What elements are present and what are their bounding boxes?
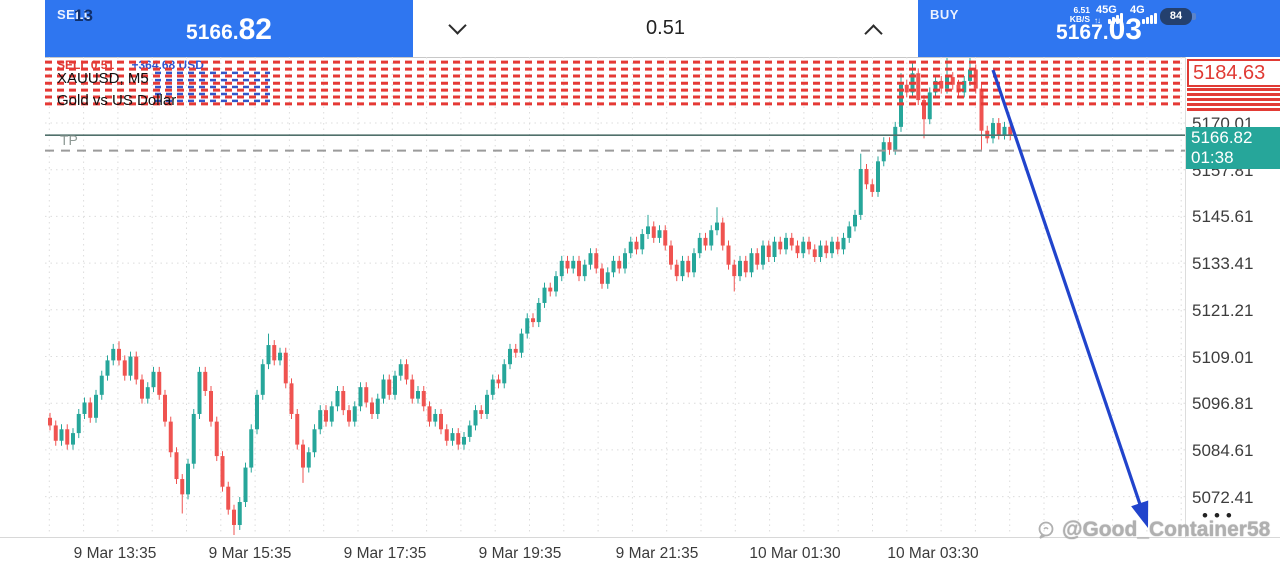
watermark-handle: @Good_Container58: [1062, 518, 1271, 541]
volume-increase-button[interactable]: [864, 22, 883, 43]
battery-icon: 84: [1160, 8, 1196, 25]
price-axis-label: 5145.61: [1192, 207, 1254, 227]
sell-price-main: 5166.: [186, 21, 239, 44]
time-axis: 9 Mar 13:35 9 Mar 15:35 9 Mar 17:35 9 Mar 1…: [0, 537, 1280, 567]
price-axis-label: 5096.81: [1192, 394, 1254, 414]
buy-price: 5167. 03: [918, 13, 1280, 47]
network-type-1: 45G: [1096, 4, 1117, 16]
price-chart[interactable]: [45, 57, 1185, 537]
more-options-button[interactable]: •••: [1202, 506, 1238, 525]
price-axis[interactable]: 5184.63 5166.82 01:38 5170.01 5157.81 5145…: [1185, 57, 1280, 537]
order-price-box: 5184.63: [1187, 59, 1280, 87]
watermark: @Good_Container58: [1036, 518, 1270, 542]
network-type-2: 4G: [1130, 4, 1145, 16]
sell-price: 5166. 82: [45, 13, 413, 47]
sell-price-decimals: 82: [238, 13, 272, 46]
price-axis-label: 5133.41: [1192, 254, 1254, 274]
position-profit: +364.68 USD: [131, 58, 204, 72]
time-axis-label: 10 Mar 03:30: [887, 545, 979, 562]
trade-bar: SELL 5166. 82 0.51 BUY 5167. 03: [45, 0, 1280, 58]
current-price-value: 5166.82: [1191, 128, 1253, 147]
signal-bars-icon-2: [1142, 13, 1157, 24]
price-axis-label: 5109.01: [1192, 347, 1254, 367]
sell-button-label: SELL: [57, 7, 93, 22]
chart-area[interactable]: [45, 57, 1185, 537]
time-axis-label: 9 Mar 15:35: [208, 545, 292, 562]
buy-button[interactable]: BUY 5167. 03: [918, 0, 1280, 57]
stacked-order-labels: [1187, 88, 1280, 113]
buy-price-main: 5167.: [1056, 21, 1109, 44]
time-axis-label: 9 Mar 17:35: [343, 545, 427, 562]
time-axis-label: 10 Mar 01:30: [749, 545, 841, 562]
signal-bars-icon-1: [1108, 13, 1123, 24]
network-speed-unit: KB/S: [1069, 14, 1090, 24]
time-axis-label: 9 Mar 13:35: [73, 545, 157, 562]
buy-button-label: BUY: [930, 7, 959, 22]
status-clock: 13: [74, 6, 93, 25]
network-speed-indicator: 6.51 KB/S: [1062, 6, 1090, 24]
data-arrows-icon: ↑↓: [1094, 16, 1101, 25]
sell-button[interactable]: SELL 5166. 82: [45, 0, 413, 57]
symbol-title: XAUUSD, M5: [57, 70, 149, 87]
price-axis-label: 5121.21: [1192, 300, 1254, 320]
volume-stepper: 0.51: [413, 0, 918, 57]
candle-countdown: 01:38: [1191, 148, 1234, 167]
time-axis-label: 9 Mar 19:35: [478, 545, 562, 562]
price-axis-label: 5072.41: [1192, 487, 1254, 507]
symbol-description: Gold vs US Dollar: [57, 92, 177, 109]
network-speed-value: 6.51: [1073, 5, 1090, 15]
current-price-box: 5166.82 01:38: [1186, 127, 1280, 169]
watermark-logo-icon: [1038, 521, 1054, 539]
volume-value[interactable]: 0.51: [646, 17, 685, 39]
time-axis-label: 9 Mar 21:35: [615, 545, 699, 562]
price-axis-label: 5084.61: [1192, 440, 1254, 460]
take-profit-label: TP: [60, 132, 78, 148]
